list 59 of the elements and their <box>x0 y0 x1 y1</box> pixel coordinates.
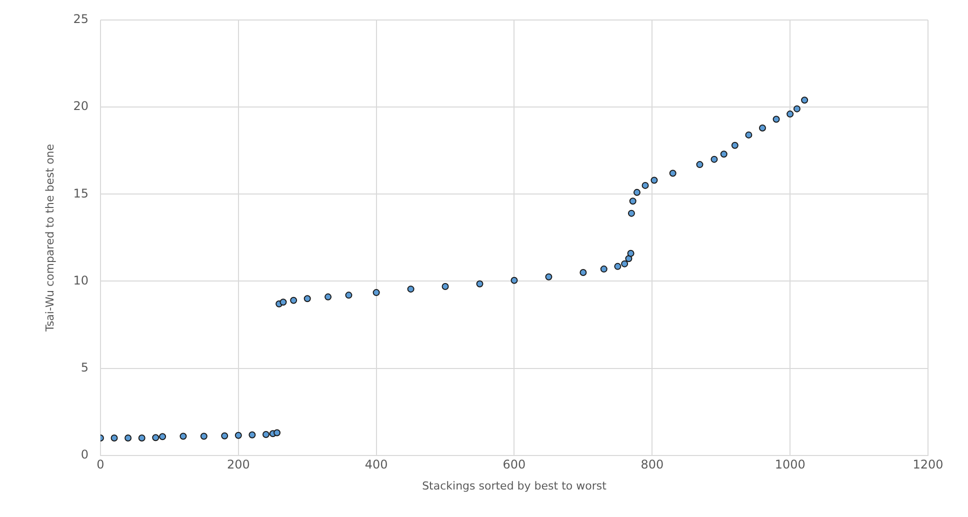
point <box>200 432 208 440</box>
y-tick-label: 10 <box>73 273 88 288</box>
point <box>793 105 800 112</box>
x-tick-label: 0 <box>96 458 104 472</box>
point <box>628 210 635 217</box>
point <box>580 269 587 276</box>
point <box>545 273 552 280</box>
point <box>696 161 704 168</box>
point <box>221 432 228 440</box>
x-tick-label: 1200 <box>912 458 944 472</box>
point <box>372 289 380 296</box>
point <box>152 434 160 442</box>
y-tick-label: 20 <box>73 99 88 114</box>
point <box>629 198 636 205</box>
x-tick-label: 200 <box>226 458 250 472</box>
point <box>642 182 649 189</box>
point <box>304 295 311 302</box>
point <box>600 266 608 273</box>
y-axis-title: Tsai-Wu compared to the best one <box>43 144 56 332</box>
point <box>407 286 414 293</box>
y-tick-label: 0 <box>80 448 88 462</box>
x-axis-title: Stackings sorted by best to worst <box>422 479 608 492</box>
x-tick-label: 1000 <box>774 458 806 472</box>
x-tick-label: 600 <box>502 458 526 472</box>
point <box>801 96 808 104</box>
point <box>476 280 484 288</box>
point <box>669 170 676 177</box>
point <box>745 131 752 138</box>
point <box>614 262 622 270</box>
point <box>627 250 634 257</box>
point <box>124 434 132 442</box>
point <box>274 429 281 436</box>
point <box>731 142 738 149</box>
point <box>248 431 256 438</box>
point <box>650 176 658 184</box>
point <box>758 124 766 132</box>
point <box>710 156 718 163</box>
point <box>290 296 298 304</box>
point <box>180 432 187 440</box>
point <box>138 434 146 442</box>
point <box>720 150 728 158</box>
point <box>159 433 166 440</box>
point <box>234 432 242 439</box>
point <box>345 292 352 299</box>
point <box>510 276 518 284</box>
point <box>324 293 332 300</box>
y-tick-label: 15 <box>73 186 88 200</box>
point <box>280 298 287 306</box>
point <box>262 431 270 438</box>
y-tick-label: 25 <box>73 12 88 26</box>
point <box>786 110 794 118</box>
point <box>621 260 628 268</box>
x-tick-label: 800 <box>640 458 664 472</box>
point <box>442 282 449 290</box>
point <box>772 116 780 123</box>
point <box>633 188 640 196</box>
point <box>110 434 118 442</box>
y-tick-label: 5 <box>80 360 88 374</box>
x-tick-label: 400 <box>364 458 388 472</box>
